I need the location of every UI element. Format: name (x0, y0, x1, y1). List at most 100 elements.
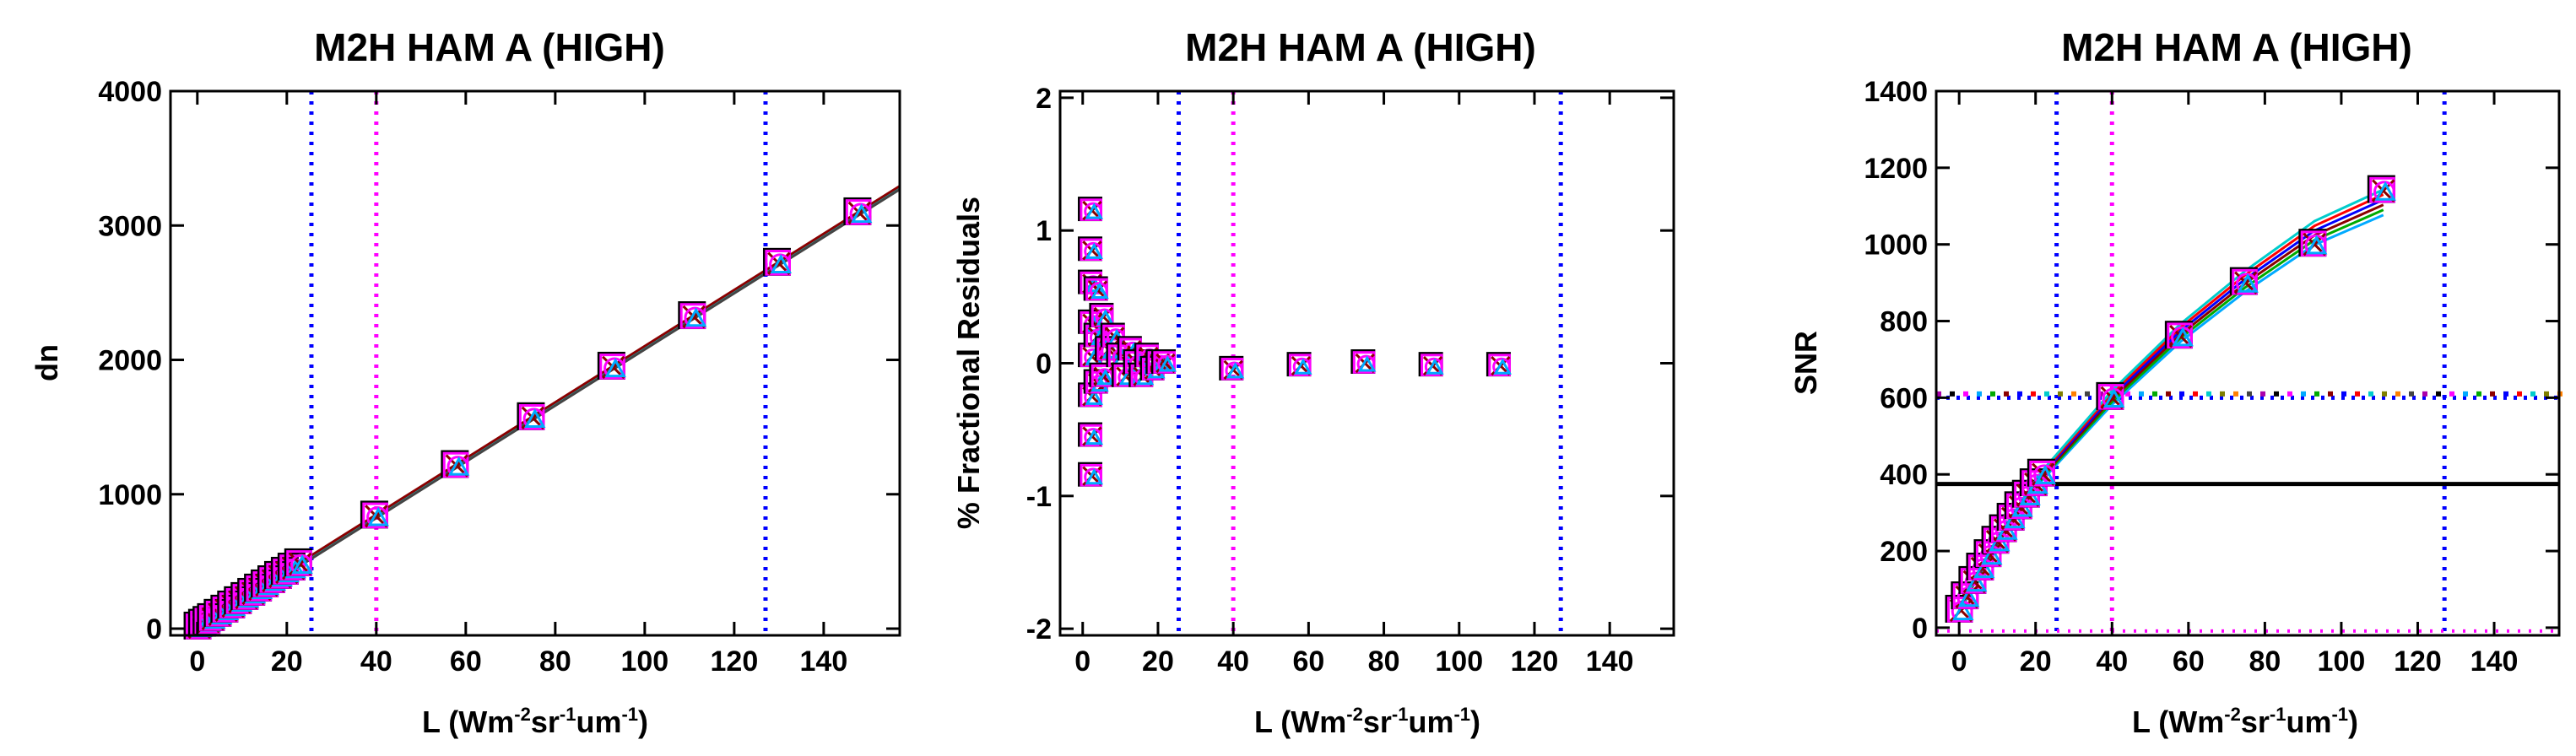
y-tick-label: 200 (1880, 536, 1928, 568)
y-axis-ticks: 0 200 400 600 800 1000 1200 1400 (1864, 76, 2559, 645)
x-label-sup3: -1 (621, 704, 638, 725)
point-marker (2010, 496, 2032, 519)
point-marker (524, 408, 546, 428)
y-tick-label: 1200 (1864, 153, 1928, 185)
data-point (678, 301, 707, 330)
point-marker (1426, 358, 1444, 375)
point-marker (1987, 531, 2010, 554)
point-marker (684, 306, 706, 329)
x-label-sup1: -2 (1346, 704, 1363, 725)
panel-residuals: M2H HAM A (HIGH) -2 -1 0 1 2 0 20 40 60 80 100 120… (951, 25, 1675, 739)
y-tick-label: -2 (1026, 613, 1052, 645)
data-point (2096, 381, 2125, 410)
point-marker (2305, 235, 2328, 255)
data-point (1078, 422, 1104, 447)
x-label-end: ) (638, 705, 648, 739)
point-marker (1084, 202, 1103, 221)
x-axis-ticks: 0 20 40 60 80 100 120 140 (189, 91, 847, 678)
data-point (1078, 197, 1104, 222)
point-marker (1157, 354, 1176, 374)
y-tick-label: 0 (1912, 613, 1928, 645)
x-tick-label: 120 (2394, 645, 2442, 678)
point-marker (2171, 326, 2193, 348)
point-marker (1085, 388, 1104, 405)
y-axis-label: dn (30, 344, 64, 381)
snr-curve (1960, 208, 2384, 612)
panel-dn: M2H HAM A (HIGH) 0 1000 2000 3000 4000 0 20 40… (30, 25, 901, 739)
data-point (1486, 352, 1512, 377)
x-tick-label: 0 (1951, 645, 1967, 678)
x-tick-label: 140 (800, 645, 848, 678)
point-marker (850, 203, 873, 224)
y-axis-label: % Fractional Residuals (951, 197, 986, 529)
y-tick-label: 1000 (98, 479, 162, 511)
x-tick-label: 100 (1435, 645, 1483, 678)
chart-title: M2H HAM A (HIGH) (2061, 25, 2412, 69)
y-tick-label: 3000 (98, 210, 162, 242)
point-marker (2002, 508, 2025, 531)
snr-curve (1960, 203, 2384, 612)
point-marker (1424, 357, 1443, 376)
point-marker (1965, 572, 1988, 592)
data-point (2229, 267, 2259, 295)
data-point (2027, 458, 2056, 487)
point-marker (1085, 467, 1104, 485)
y-tick-label: 4000 (98, 76, 162, 108)
x-label-base: L (Wm (2132, 705, 2224, 739)
point-marker (522, 408, 545, 430)
point-marker (1084, 428, 1103, 446)
point-marker (290, 554, 312, 576)
x-label-unit: um (2286, 705, 2331, 739)
fit-line (197, 188, 901, 632)
data-point (1150, 349, 1177, 374)
x-tick-label: 140 (2470, 645, 2519, 678)
data-point (360, 500, 389, 529)
point-marker (1292, 357, 1312, 376)
point-marker (604, 358, 626, 378)
y-tick-label: 2000 (98, 345, 162, 377)
point-marker (1085, 202, 1104, 219)
x-tick-label: 40 (360, 645, 392, 678)
x-axis-label: L (Wm-2sr-1um-1) (2132, 704, 2358, 739)
point-marker (1226, 362, 1245, 379)
x-label-sup2: -1 (560, 704, 576, 725)
point-marker (2172, 327, 2194, 347)
x-tick-label: 0 (1074, 645, 1090, 678)
point-marker (1158, 355, 1177, 372)
x-label-mid: sr (1363, 705, 1392, 739)
chart-title: M2H HAM A (HIGH) (1185, 25, 1536, 69)
x-tick-label: 20 (271, 645, 303, 678)
data-point (2298, 229, 2328, 257)
point-marker (2374, 181, 2396, 201)
y-tick-label: 1000 (1864, 230, 1928, 262)
point-marker (1084, 241, 1103, 261)
x-label-end: ) (1470, 705, 1480, 739)
x-tick-label: 80 (2249, 645, 2281, 678)
point-marker (2033, 464, 2055, 487)
x-tick-label: 0 (189, 645, 205, 678)
point-marker (603, 357, 625, 380)
point-marker (1089, 282, 1108, 300)
point-marker (849, 202, 872, 225)
x-tick-label: 60 (450, 645, 482, 678)
snr-curve (1960, 198, 2384, 611)
point-marker (1973, 559, 1995, 579)
data-point (1078, 236, 1104, 262)
point-marker (2237, 273, 2259, 293)
snr-curve (1960, 213, 2384, 612)
y-tick-label: 600 (1880, 382, 1928, 414)
point-marker (2011, 497, 2033, 517)
panel-snr: M2H HAM A (HIGH) 02004006008001000120014… (1789, 25, 2562, 739)
x-label-mid: sr (531, 705, 560, 739)
x-axis-label: L (Wm-2sr-1um-1) (422, 704, 648, 739)
data-point (1418, 352, 1444, 377)
y-tick-label: 0 (1036, 348, 1052, 381)
x-label-sup1: -2 (2224, 704, 2241, 725)
point-marker (1356, 354, 1376, 374)
data-point (1350, 349, 1377, 374)
data-point (1078, 462, 1104, 487)
point-marker (2102, 387, 2124, 410)
data-point (2367, 175, 2396, 203)
point-marker (366, 505, 388, 528)
